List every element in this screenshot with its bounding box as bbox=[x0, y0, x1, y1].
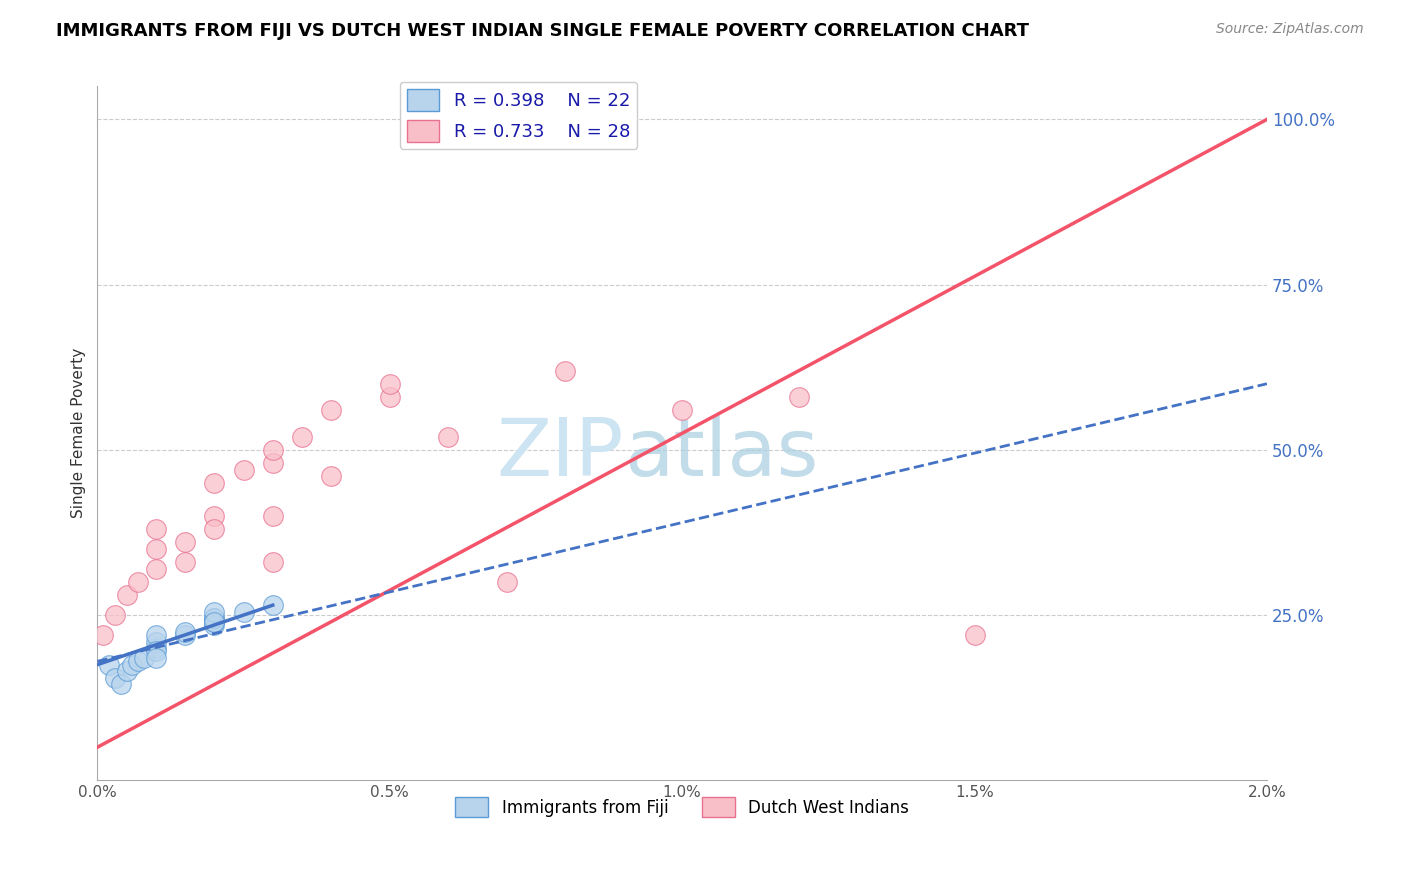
Point bbox=[554, 363, 576, 377]
Text: Source: ZipAtlas.com: Source: ZipAtlas.com bbox=[1216, 22, 1364, 37]
Point bbox=[202, 508, 225, 523]
Y-axis label: Single Female Poverty: Single Female Poverty bbox=[72, 348, 86, 518]
Point bbox=[671, 403, 693, 417]
Point bbox=[262, 555, 284, 569]
Point bbox=[127, 575, 149, 590]
Text: IMMIGRANTS FROM FIJI VS DUTCH WEST INDIAN SINGLE FEMALE POVERTY CORRELATION CHAR: IMMIGRANTS FROM FIJI VS DUTCH WEST INDIA… bbox=[56, 22, 1029, 40]
Point bbox=[127, 654, 149, 668]
Point bbox=[174, 628, 197, 642]
Point bbox=[262, 456, 284, 470]
Point bbox=[91, 628, 114, 642]
Point bbox=[232, 605, 254, 619]
Point bbox=[202, 522, 225, 536]
Point bbox=[495, 575, 517, 590]
Text: atlas: atlas bbox=[624, 415, 818, 493]
Point bbox=[145, 628, 167, 642]
Point bbox=[145, 562, 167, 576]
Point bbox=[378, 376, 401, 391]
Point bbox=[145, 634, 167, 648]
Point bbox=[202, 605, 225, 619]
Point bbox=[262, 508, 284, 523]
Point bbox=[291, 430, 314, 444]
Point bbox=[145, 644, 167, 658]
Point bbox=[232, 463, 254, 477]
Point bbox=[145, 522, 167, 536]
Point bbox=[202, 615, 225, 629]
Text: ZIP: ZIP bbox=[496, 415, 624, 493]
Point bbox=[202, 618, 225, 632]
Point bbox=[145, 541, 167, 556]
Point bbox=[174, 535, 197, 549]
Point bbox=[321, 469, 343, 483]
Legend: Immigrants from Fiji, Dutch West Indians: Immigrants from Fiji, Dutch West Indians bbox=[449, 790, 915, 824]
Point bbox=[134, 651, 156, 665]
Point bbox=[202, 475, 225, 490]
Point bbox=[98, 657, 121, 672]
Point bbox=[104, 608, 127, 623]
Point bbox=[202, 611, 225, 625]
Point bbox=[174, 624, 197, 639]
Point bbox=[963, 628, 986, 642]
Point bbox=[321, 403, 343, 417]
Point bbox=[145, 651, 167, 665]
Point bbox=[115, 588, 138, 602]
Point bbox=[104, 671, 127, 685]
Point bbox=[121, 657, 143, 672]
Point bbox=[174, 555, 197, 569]
Point bbox=[262, 442, 284, 457]
Point bbox=[378, 390, 401, 404]
Point bbox=[202, 615, 225, 629]
Point bbox=[145, 641, 167, 656]
Point bbox=[110, 677, 132, 691]
Point bbox=[437, 430, 460, 444]
Point bbox=[115, 665, 138, 679]
Point bbox=[202, 611, 225, 625]
Point bbox=[262, 598, 284, 612]
Point bbox=[787, 390, 810, 404]
